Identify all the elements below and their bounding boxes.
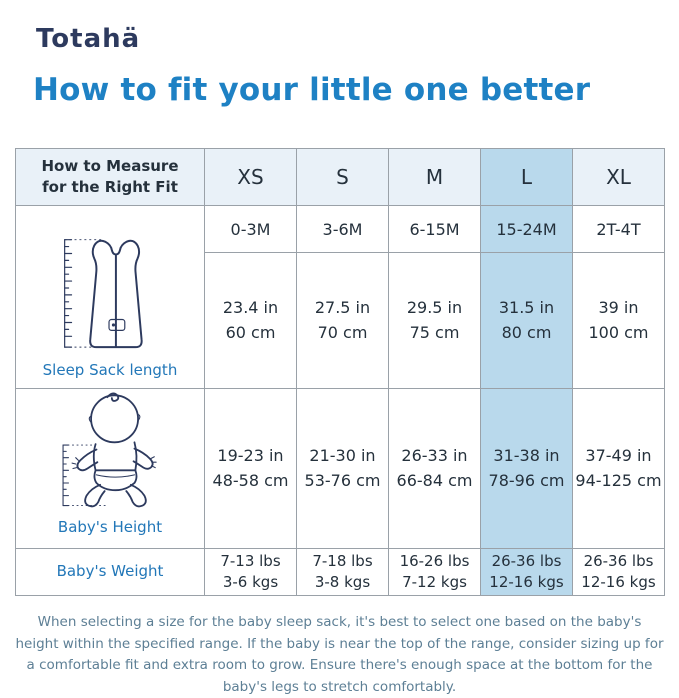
length-l-in: 31.5 in (498, 297, 555, 317)
age-cell-l-highlighted: 15-24M (480, 205, 573, 253)
baby-height-label: Baby's Height (57, 518, 163, 536)
height-cell-s: 21-30 in 53-76 cm (296, 387, 389, 550)
baby-weight-label: Baby's Weight (56, 562, 164, 581)
height-l-in: 31-38 in (493, 445, 560, 465)
height-cell-l-highlighted: 31-38 in 78-96 cm (480, 387, 573, 550)
length-m-cm: 75 cm (409, 322, 460, 342)
weight-cell-xl: 26-36 lbs 12-16 kgs (572, 548, 665, 597)
age-row: Sleep Sack length 0-3M 3-6M 6-15M 15-24M… (15, 205, 665, 389)
height-s-in: 21-30 in (309, 445, 376, 465)
sleep-sack-length-cell: Sleep Sack length (15, 205, 205, 389)
baby-icon (62, 392, 157, 508)
length-xl-in: 39 in (598, 297, 639, 317)
weight-xs-kgs: 3-6 kgs (222, 573, 279, 592)
sleep-sack-length-label: Sleep Sack length (42, 361, 178, 379)
height-s-cm: 53-76 cm (304, 470, 381, 490)
size-header-xl: XL (572, 148, 665, 206)
size-header-xs: XS (204, 148, 297, 206)
height-xs-in: 19-23 in (217, 445, 284, 465)
height-row: Baby's Height 19-23 in 48-58 cm 21-30 in… (15, 387, 665, 550)
length-xs-in: 23.4 in (222, 297, 279, 317)
length-s-in: 27.5 in (314, 297, 371, 317)
sleep-sack-icon (64, 239, 143, 349)
length-s-cm: 70 cm (317, 322, 368, 342)
length-m-in: 29.5 in (406, 297, 463, 317)
size-header-row: How to Measure for the Right Fit XS S M … (15, 148, 665, 206)
baby-height-cell: Baby's Height (15, 387, 205, 550)
length-cell-m: 29.5 in 75 cm (388, 252, 481, 389)
size-header-l-highlighted: L (480, 148, 573, 206)
height-xl-cm: 94-125 cm (575, 470, 662, 490)
weight-l-kgs: 12-16 kgs (489, 573, 564, 592)
size-header-s: S (296, 148, 389, 206)
size-chart-table: How to Measure for the Right Fit XS S M … (15, 148, 665, 597)
height-m-in: 26-33 in (401, 445, 468, 465)
length-row: 23.4 in 60 cm 27.5 in 70 cm 29.5 in 75 c… (16, 252, 665, 389)
weight-s-lbs: 7-18 lbs (312, 551, 373, 570)
length-xs-cm: 60 cm (225, 322, 276, 342)
age-cell-m: 6-15M (388, 205, 481, 253)
height-cell-xl: 37-49 in 94-125 cm (572, 387, 665, 550)
weight-cell-xs: 7-13 lbs 3-6 kgs (204, 548, 297, 597)
size-header-m: M (388, 148, 481, 206)
sizing-advice-note: When selecting a size for the baby sleep… (15, 614, 664, 695)
length-cell-l-highlighted: 31.5 in 80 cm (480, 252, 573, 389)
weight-xs-lbs: 7-13 lbs (220, 551, 281, 570)
baby-weight-cell: Baby's Weight (15, 548, 205, 597)
height-cell-xs: 19-23 in 48-58 cm (204, 387, 297, 550)
weight-cell-l-highlighted: 26-36 lbs 12-16 kgs (480, 548, 573, 597)
weight-xl-lbs: 26-36 lbs (583, 551, 654, 570)
age-cell-s: 3-6M (296, 205, 389, 253)
length-cell-s: 27.5 in 70 cm (296, 252, 389, 389)
brand-logo: Totahä (36, 24, 141, 54)
weight-s-kgs: 3-8 kgs (314, 573, 371, 592)
weight-cell-m: 16-26 lbs 7-12 kgs (388, 548, 481, 597)
weight-row: Baby's Weight 7-13 lbs 3-6 kgs 7-18 lbs … (15, 548, 665, 597)
age-cell-xl: 2T-4T (572, 205, 665, 253)
corner-header: How to Measure for the Right Fit (15, 148, 205, 206)
length-cell-xs: 23.4 in 60 cm (204, 252, 297, 389)
weight-m-lbs: 16-26 lbs (399, 551, 470, 570)
weight-xl-kgs: 12-16 kgs (581, 573, 656, 592)
weight-cell-s: 7-18 lbs 3-8 kgs (296, 548, 389, 597)
height-m-cm: 66-84 cm (396, 470, 473, 490)
weight-m-kgs: 7-12 kgs (402, 573, 467, 592)
length-cell-xl: 39 in 100 cm (572, 252, 665, 389)
height-xl-in: 37-49 in (585, 445, 652, 465)
age-cell-xs: 0-3M (204, 205, 297, 253)
height-l-cm: 78-96 cm (488, 470, 565, 490)
length-l-cm: 80 cm (501, 322, 552, 342)
height-cell-m: 26-33 in 66-84 cm (388, 387, 481, 550)
length-xl-cm: 100 cm (588, 322, 649, 342)
page-title: How to fit your little one better (33, 72, 591, 108)
height-xs-cm: 48-58 cm (212, 470, 289, 490)
weight-l-lbs: 26-36 lbs (491, 551, 562, 570)
